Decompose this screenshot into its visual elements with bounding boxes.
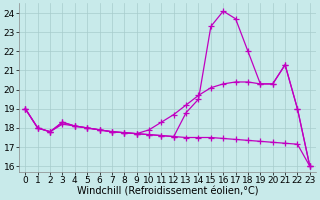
X-axis label: Windchill (Refroidissement éolien,°C): Windchill (Refroidissement éolien,°C) bbox=[77, 187, 258, 197]
